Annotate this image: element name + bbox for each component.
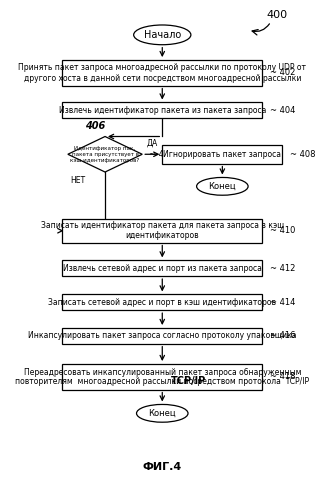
Text: 406: 406: [85, 121, 105, 131]
Text: Записать сетевой адрес и порт в кэш идентификаторов: Записать сетевой адрес и порт в кэш иден…: [48, 298, 276, 307]
Ellipse shape: [197, 178, 248, 195]
Text: ~ 408: ~ 408: [290, 150, 315, 159]
Text: Записать идентификатор пакета для пакета запроса в кэш
идентификаторов: Записать идентификатор пакета для пакета…: [41, 221, 284, 241]
Text: ~ 410: ~ 410: [269, 226, 295, 235]
Text: TCP/IP: TCP/IP: [170, 376, 206, 386]
Text: 400: 400: [266, 10, 287, 20]
Text: Инкапсулировать пакет запроса согласно протоколу упаковщика: Инкапсулировать пакет запроса согласно п…: [28, 331, 297, 340]
Text: ~ 404: ~ 404: [269, 106, 295, 115]
FancyBboxPatch shape: [62, 328, 262, 344]
Text: повторителям  многоадресной рассылки посредством протокола  TCP/IP: повторителям многоадресной рассылки поср…: [15, 377, 309, 386]
Ellipse shape: [136, 405, 188, 422]
Text: ДА: ДА: [147, 138, 158, 147]
Text: Извлечь сетевой адрес и порт из пакета запроса: Извлечь сетевой адрес и порт из пакета з…: [63, 264, 262, 273]
Text: ФИГ.4: ФИГ.4: [143, 462, 182, 472]
Text: Конец: Конец: [209, 182, 236, 191]
FancyBboxPatch shape: [62, 102, 262, 118]
Text: ~ 412: ~ 412: [269, 264, 295, 273]
Text: НЕТ: НЕТ: [71, 176, 86, 185]
Text: ~ 406: ~ 406: [149, 150, 175, 159]
Text: Конец: Конец: [149, 409, 176, 418]
Text: ~ 418: ~ 418: [269, 372, 295, 381]
Text: Идентификатор пак.
пакета присутствует в
кэш идентификаторов?: Идентификатор пак. пакета присутствует в…: [71, 146, 140, 163]
Text: Извлечь идентификатор пакета из пакета запроса: Извлечь идентификатор пакета из пакета з…: [59, 106, 266, 115]
Text: ~ 416: ~ 416: [269, 331, 295, 340]
Text: ~ 402: ~ 402: [269, 68, 295, 77]
FancyBboxPatch shape: [62, 60, 262, 86]
Text: Начало: Начало: [144, 30, 181, 40]
Polygon shape: [68, 137, 142, 172]
FancyBboxPatch shape: [62, 219, 262, 243]
FancyBboxPatch shape: [62, 364, 262, 390]
Ellipse shape: [134, 25, 191, 45]
FancyBboxPatch shape: [62, 260, 262, 276]
Text: Переадресовать инкапсулированный пакет запроса обнаруженным: Переадресовать инкапсулированный пакет з…: [24, 368, 301, 377]
Text: Принять пакет запроса многоадресной рассылки по протоколу UDP от
другого хоста в: Принять пакет запроса многоадресной расс…: [18, 63, 306, 82]
FancyBboxPatch shape: [62, 294, 262, 310]
Text: ~ 414: ~ 414: [269, 298, 295, 307]
Text: Игнорировать пакет запроса: Игнорировать пакет запроса: [164, 150, 281, 159]
FancyBboxPatch shape: [162, 145, 282, 164]
